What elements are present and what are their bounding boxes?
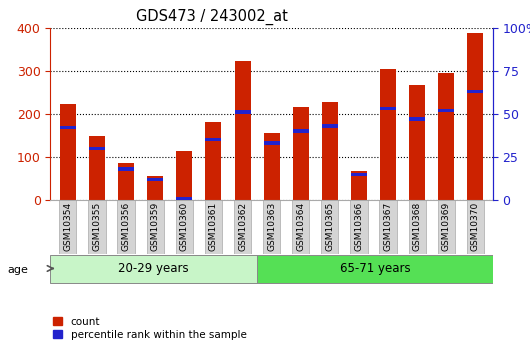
- Bar: [467, 200, 484, 254]
- Bar: [206, 138, 222, 141]
- Bar: [118, 200, 135, 254]
- Bar: [263, 141, 280, 145]
- Bar: [147, 178, 163, 181]
- Bar: [438, 73, 454, 200]
- Text: GSM10366: GSM10366: [355, 202, 364, 251]
- Bar: [467, 90, 483, 93]
- Bar: [380, 107, 396, 110]
- Text: GSM10368: GSM10368: [413, 202, 422, 251]
- Text: GSM10356: GSM10356: [121, 202, 130, 251]
- Bar: [467, 33, 483, 200]
- Bar: [263, 200, 280, 254]
- Bar: [118, 167, 134, 171]
- Bar: [438, 200, 455, 254]
- Bar: [293, 107, 309, 200]
- Text: GSM10363: GSM10363: [267, 202, 276, 251]
- Bar: [89, 136, 105, 200]
- Text: age: age: [7, 265, 28, 275]
- Text: GSM10364: GSM10364: [296, 202, 305, 251]
- Bar: [409, 117, 425, 121]
- Bar: [351, 171, 367, 200]
- Bar: [89, 200, 105, 254]
- Bar: [380, 69, 396, 200]
- Text: GDS473 / 243002_at: GDS473 / 243002_at: [136, 9, 288, 25]
- Bar: [293, 129, 309, 133]
- Bar: [292, 200, 310, 254]
- Bar: [234, 110, 251, 114]
- Text: GSM10365: GSM10365: [325, 202, 334, 251]
- Bar: [60, 126, 76, 129]
- Bar: [322, 102, 338, 200]
- Bar: [175, 200, 193, 254]
- Text: GSM10370: GSM10370: [471, 202, 480, 251]
- Bar: [89, 147, 105, 150]
- Bar: [321, 200, 339, 254]
- Bar: [59, 200, 76, 254]
- Text: GSM10367: GSM10367: [384, 202, 393, 251]
- Bar: [206, 122, 222, 200]
- Bar: [234, 61, 251, 200]
- Bar: [234, 200, 251, 254]
- Bar: [350, 200, 368, 254]
- Bar: [322, 124, 338, 128]
- Bar: [379, 200, 396, 254]
- Bar: [263, 133, 280, 200]
- Bar: [176, 150, 192, 200]
- Bar: [205, 200, 222, 254]
- Bar: [147, 200, 164, 254]
- Bar: [50, 255, 257, 283]
- Text: GSM10359: GSM10359: [151, 202, 160, 251]
- Bar: [409, 85, 425, 200]
- Text: 65-71 years: 65-71 years: [340, 262, 410, 275]
- Bar: [176, 197, 192, 200]
- Text: GSM10362: GSM10362: [238, 202, 247, 251]
- Bar: [147, 176, 163, 200]
- Text: GSM10360: GSM10360: [180, 202, 189, 251]
- Bar: [60, 104, 76, 200]
- Bar: [257, 255, 493, 283]
- Bar: [438, 109, 454, 112]
- Text: GSM10361: GSM10361: [209, 202, 218, 251]
- Bar: [118, 164, 134, 200]
- Text: GSM10354: GSM10354: [63, 202, 72, 251]
- Text: 20-29 years: 20-29 years: [118, 262, 189, 275]
- Text: GSM10369: GSM10369: [442, 202, 451, 251]
- Text: GSM10355: GSM10355: [92, 202, 101, 251]
- Bar: [351, 172, 367, 176]
- Legend: count, percentile rank within the sample: count, percentile rank within the sample: [53, 317, 246, 340]
- Bar: [409, 200, 426, 254]
